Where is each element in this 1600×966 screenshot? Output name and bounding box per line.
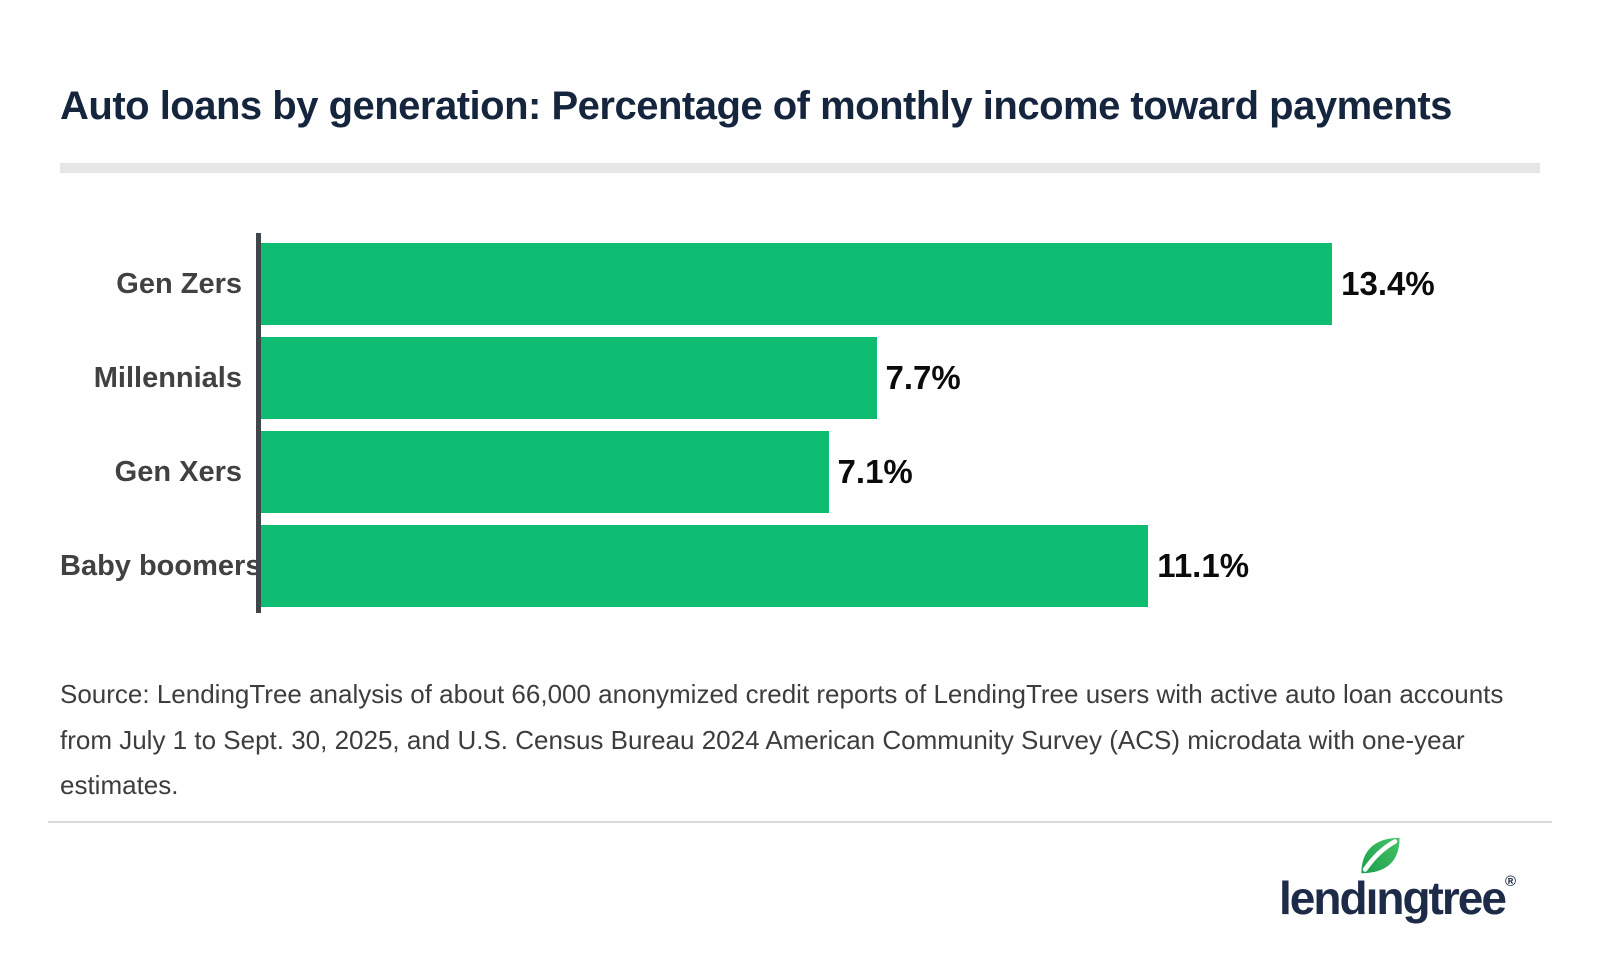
chart-title: Auto loans by generation: Percentage of … [60,84,1452,128]
bar [261,243,1333,325]
bar-track: 7.1% [261,431,1540,513]
value-label: 11.1% [1157,547,1250,584]
bar-track: 11.1% [261,525,1540,607]
value-label: 7.7% [885,359,961,396]
title-underline [60,163,1540,173]
value-label: 13.4% [1341,265,1435,302]
source-note: Source: LendingTree analysis of about 66… [60,679,1504,800]
bar-chart-rows: Gen Zers 13.4% Millennials 7.7% Gen Xers 7.1%… [60,243,1540,607]
bar-row: Gen Zers 13.4% [60,243,1540,325]
lendingtree-logo: lend ıngtree® [1279,837,1516,930]
bar-track: 7.7% [261,337,1540,419]
registered-trademark: ® [1504,873,1516,890]
y-axis-line [256,233,261,613]
bar-chart: Gen Zers 13.4% Millennials 7.7% Gen Xers 7.1%… [60,233,1540,613]
footer-divider [48,821,1552,823]
logo-text-lend: lend [1279,872,1368,924]
value-label: 7.1% [837,453,913,490]
bar-row: Millennials 7.7% [60,337,1540,419]
logo-letter-i: ı [1360,837,1400,930]
bar-row: Gen Xers 7.1% [60,431,1540,513]
leaf-icon [1360,837,1400,874]
bar [261,337,877,419]
logo-text-ngtree: ngtree [1376,872,1507,924]
category-label: Millennials [93,361,242,394]
bar [261,525,1149,607]
logo-i-glyph: ı [1365,872,1379,924]
category-label: Gen Xers [114,455,242,488]
bar-track: 13.4% [261,243,1540,325]
category-label: Baby boomers [60,549,262,582]
bar [261,431,829,513]
bar-row: Baby boomers 11.1% [60,525,1540,607]
category-label: Gen Zers [116,267,242,300]
